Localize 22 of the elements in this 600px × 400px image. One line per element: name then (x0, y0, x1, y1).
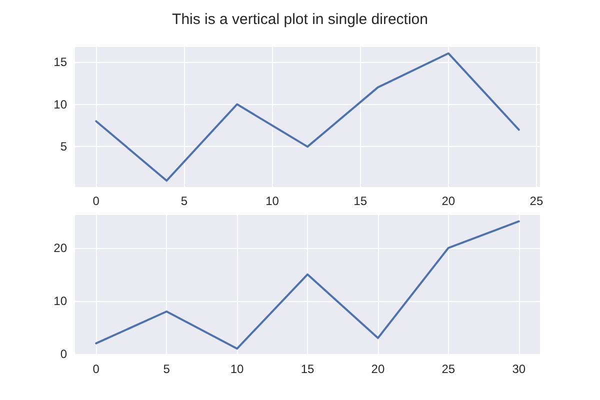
y-tick-label: 15 (54, 54, 68, 69)
y-tick-label: 10 (54, 294, 68, 308)
x-tick-label: 25 (530, 194, 544, 208)
y-tick-label: 0 (60, 346, 68, 361)
x-tick-label: 20 (442, 194, 456, 208)
x-tick-label: 0 (92, 194, 100, 208)
line-series (95, 220, 520, 350)
x-tick-label: 10 (266, 194, 280, 208)
y-tick-label: 5 (60, 140, 68, 154)
line-series (95, 52, 520, 182)
x-tick-label: 20 (371, 362, 385, 376)
x-tick-label: 5 (180, 194, 188, 208)
y-tick-label: 10 (54, 97, 68, 112)
x-tick-label: 10 (230, 362, 244, 376)
x-tick-label: 30 (512, 362, 526, 376)
x-tick-label: 15 (300, 362, 314, 376)
chart-title: This is a vertical plot in single direction (172, 11, 428, 28)
x-tick-label: 0 (92, 362, 100, 376)
x-tick-label: 5 (163, 362, 170, 376)
x-tick-label: 15 (354, 194, 368, 208)
x-tick-label: 25 (442, 362, 456, 376)
y-tick-label: 20 (54, 240, 68, 255)
